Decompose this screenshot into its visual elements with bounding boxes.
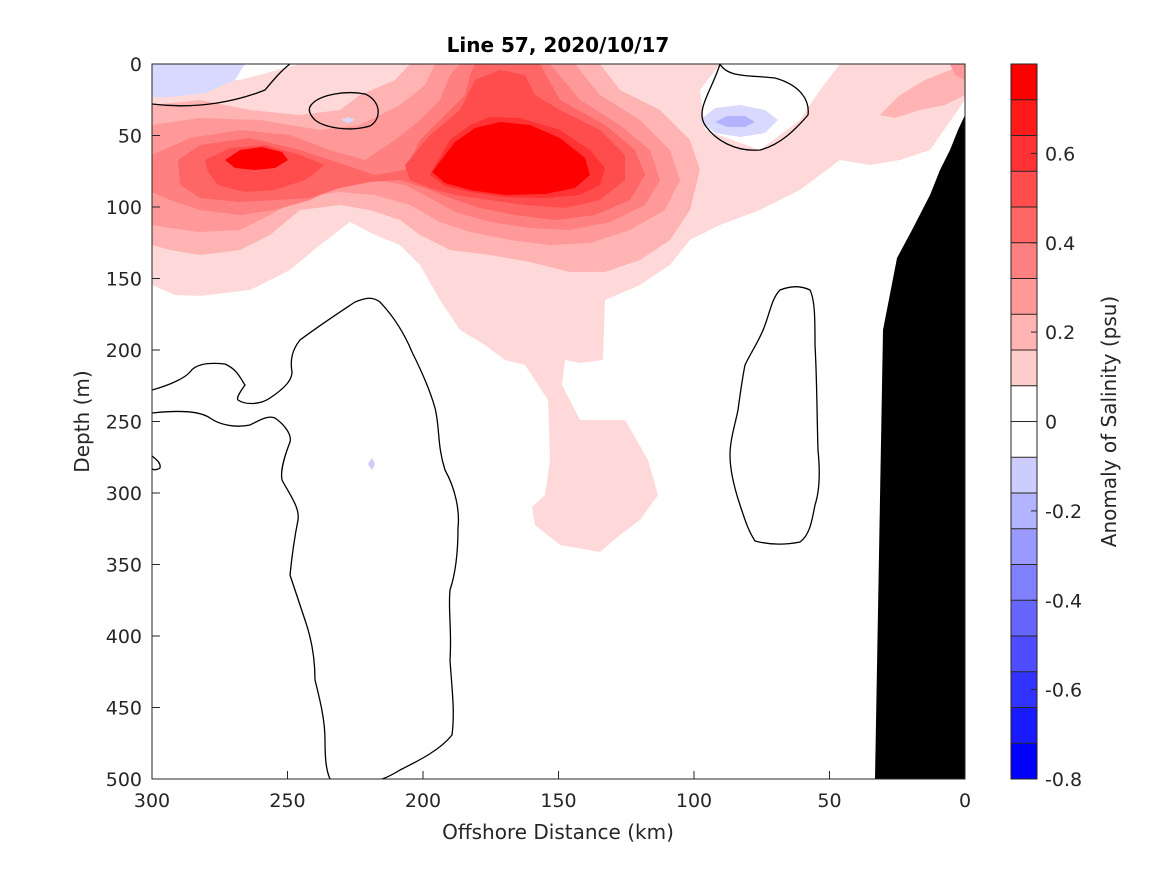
x-tick-label: 0 [959, 790, 971, 812]
y-tick-label: 400 [106, 626, 142, 648]
y-tick-label: 450 [106, 698, 142, 720]
colorbar-label: Anomaly of Salinity (psu) [1097, 296, 1121, 547]
contour-fill-neg-small [341, 117, 355, 123]
colorbar-tick-label: 0.4 [1045, 233, 1075, 255]
colorbar-ticks [1031, 152, 1037, 780]
y-tick-label: 250 [106, 412, 142, 434]
colorbar-segment [1011, 421, 1037, 458]
x-tick-label: 50 [817, 790, 841, 812]
colorbar-segment [1011, 707, 1037, 744]
zero-contour-right-mid [729, 285, 820, 545]
y-tick-label: 500 [106, 769, 142, 791]
x-axis-label: Offshore Distance (km) [442, 820, 674, 844]
zero-contour-left-edge [152, 455, 161, 471]
zero-contour-small-loop [308, 91, 379, 130]
y-tick-label: 150 [106, 269, 142, 291]
colorbar-segment [1011, 278, 1037, 315]
x-tick-label: 250 [269, 790, 305, 812]
colorbar-segment [1011, 99, 1037, 136]
x-tick-label: 300 [134, 790, 170, 812]
y-tick-label: 100 [106, 197, 142, 219]
colorbar-tick-label: -0.2 [1045, 501, 1082, 523]
y-tick-label: 200 [106, 340, 142, 362]
y-tick-label: 350 [106, 555, 142, 577]
colorbar-tick-label: 0.2 [1045, 322, 1075, 344]
x-tick-label: 150 [540, 790, 576, 812]
x-tick-label: 200 [405, 790, 441, 812]
zero-contour-left-mid [152, 297, 460, 779]
colorbar-tick-label: -0.8 [1045, 769, 1082, 791]
contour-fill-neg-0.2-a [152, 64, 245, 97]
colorbar-segment [1011, 600, 1037, 637]
colorbar-segment [1011, 207, 1037, 244]
colorbar-tick-label: 0.6 [1045, 143, 1075, 165]
colorbar-segment [1011, 64, 1037, 101]
colorbar-tick-label: -0.4 [1045, 590, 1082, 612]
contour-fill-0.3-corner [950, 64, 965, 80]
colorbar-segment [1011, 457, 1037, 494]
colorbar-segment [1011, 528, 1037, 565]
bathymetry-mask [875, 115, 965, 779]
zero-contour-lines [152, 64, 820, 779]
zero-contour-top-left [152, 64, 291, 107]
y-tick-label: 50 [118, 126, 142, 148]
contour-fill-0.2-right [880, 64, 965, 118]
colorbar-segment [1011, 242, 1037, 279]
contour-fill-neg-0.3-b [715, 116, 755, 127]
colorbar-tick-label: 0 [1045, 412, 1057, 434]
chart-title: Line 57, 2020/10/17 [447, 33, 670, 57]
zero-contour-right-loop [701, 64, 809, 151]
x-axis: 300 250 200 150 100 50 0 Offshore Distan… [134, 771, 971, 844]
colorbar-segment [1011, 385, 1037, 422]
plot-area [151, 63, 966, 780]
x-tick-label: 100 [676, 790, 712, 812]
y-tick-label: 0 [130, 54, 142, 76]
colorbar-segment [1011, 350, 1037, 387]
y-axis: 0 50 100 150 200 250 300 350 400 450 500… [70, 54, 160, 791]
contour-fill-0.8b [432, 122, 590, 195]
contour-fill-0.8 [225, 147, 288, 170]
colorbar: 0.6 0.4 0.2 0 -0.2 -0.4 -0.6 -0.8 Anomal… [1010, 63, 1121, 791]
colorbar-segment [1011, 636, 1037, 673]
y-axis-label: Depth (m) [70, 370, 94, 472]
contour-fill-neg-dot [368, 458, 375, 470]
colorbar-tick-label: -0.6 [1045, 680, 1082, 702]
colorbar-segment [1011, 171, 1037, 208]
colorbar-segment [1011, 564, 1037, 601]
zero-contour-left-lower [152, 410, 331, 779]
y-tick-label: 300 [106, 483, 142, 505]
colorbar-segment [1011, 743, 1037, 780]
